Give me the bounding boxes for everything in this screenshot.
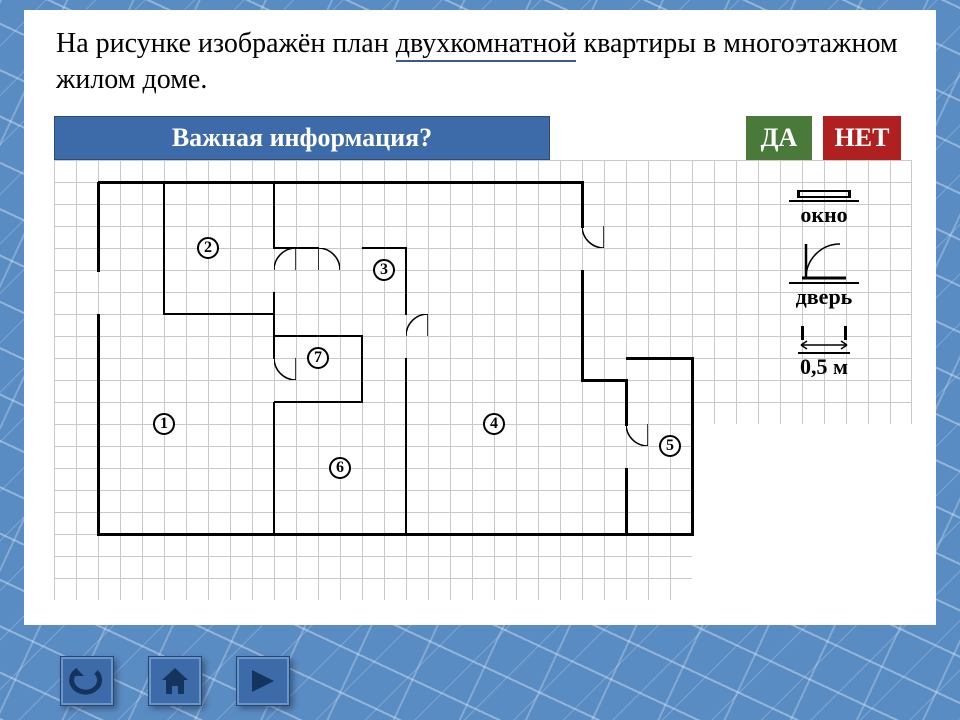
problem-prefix: На рисунке изображён план [56,28,396,59]
legend-scale-label: 0,5 м [798,352,850,380]
room-label-1: 1 [153,413,175,435]
wall [626,533,694,536]
underlined-word: двухкомнатной [396,28,577,62]
wall [273,292,275,359]
yes-button[interactable]: ДА [746,116,812,160]
room-label-5: 5 [659,435,681,457]
room-label-4: 4 [483,413,505,435]
wall [691,358,694,536]
door-symbol [802,238,846,282]
no-button[interactable]: НЕТ [823,116,901,160]
wall [274,335,363,337]
room-label-7: 7 [307,347,329,369]
wall [361,336,363,403]
door-arc [406,314,428,336]
legend-scale: 0,5 м [754,326,894,380]
wall [274,401,363,403]
legend-window-label: окно [789,200,859,228]
door-arc [274,358,296,380]
wall [626,357,694,360]
door-arc [274,248,296,270]
legend: окно дверь 0,5 м [754,190,894,380]
wall [273,402,275,535]
wall [405,358,407,535]
wall [273,182,275,249]
wall [362,247,407,249]
next-button[interactable] [236,656,290,706]
wall [97,182,100,272]
legend-door-label: дверь [789,282,859,310]
question-bar: Важная информация? [54,116,550,160]
wall [625,380,628,426]
wall [581,182,584,228]
undo-button[interactable] [60,656,114,706]
room-label-3: 3 [373,259,395,281]
wall [164,313,275,315]
wall [98,181,584,184]
nav-bar [60,656,290,706]
wall [581,270,584,382]
home-button[interactable] [148,656,202,706]
door-arc [582,226,604,248]
content-card: На рисунке изображён план двухкомнатной … [24,10,936,625]
room-label-2: 2 [197,237,219,259]
wall [97,314,100,536]
room-label-6: 6 [329,457,351,479]
diagram-stage: 1 2 3 4 5 6 7 окно дверь 0,5 м [54,160,924,600]
wall [582,379,628,382]
door-arc [318,248,340,270]
window-symbol [797,190,851,198]
door-arc [626,424,648,446]
wall [98,533,628,536]
undo-icon [68,664,106,698]
wall [405,248,407,315]
problem-text: На рисунке изображён план двухкомнатной … [56,26,916,99]
next-icon [246,666,280,696]
wall [625,468,628,536]
home-icon [156,664,194,698]
wall [163,182,165,315]
